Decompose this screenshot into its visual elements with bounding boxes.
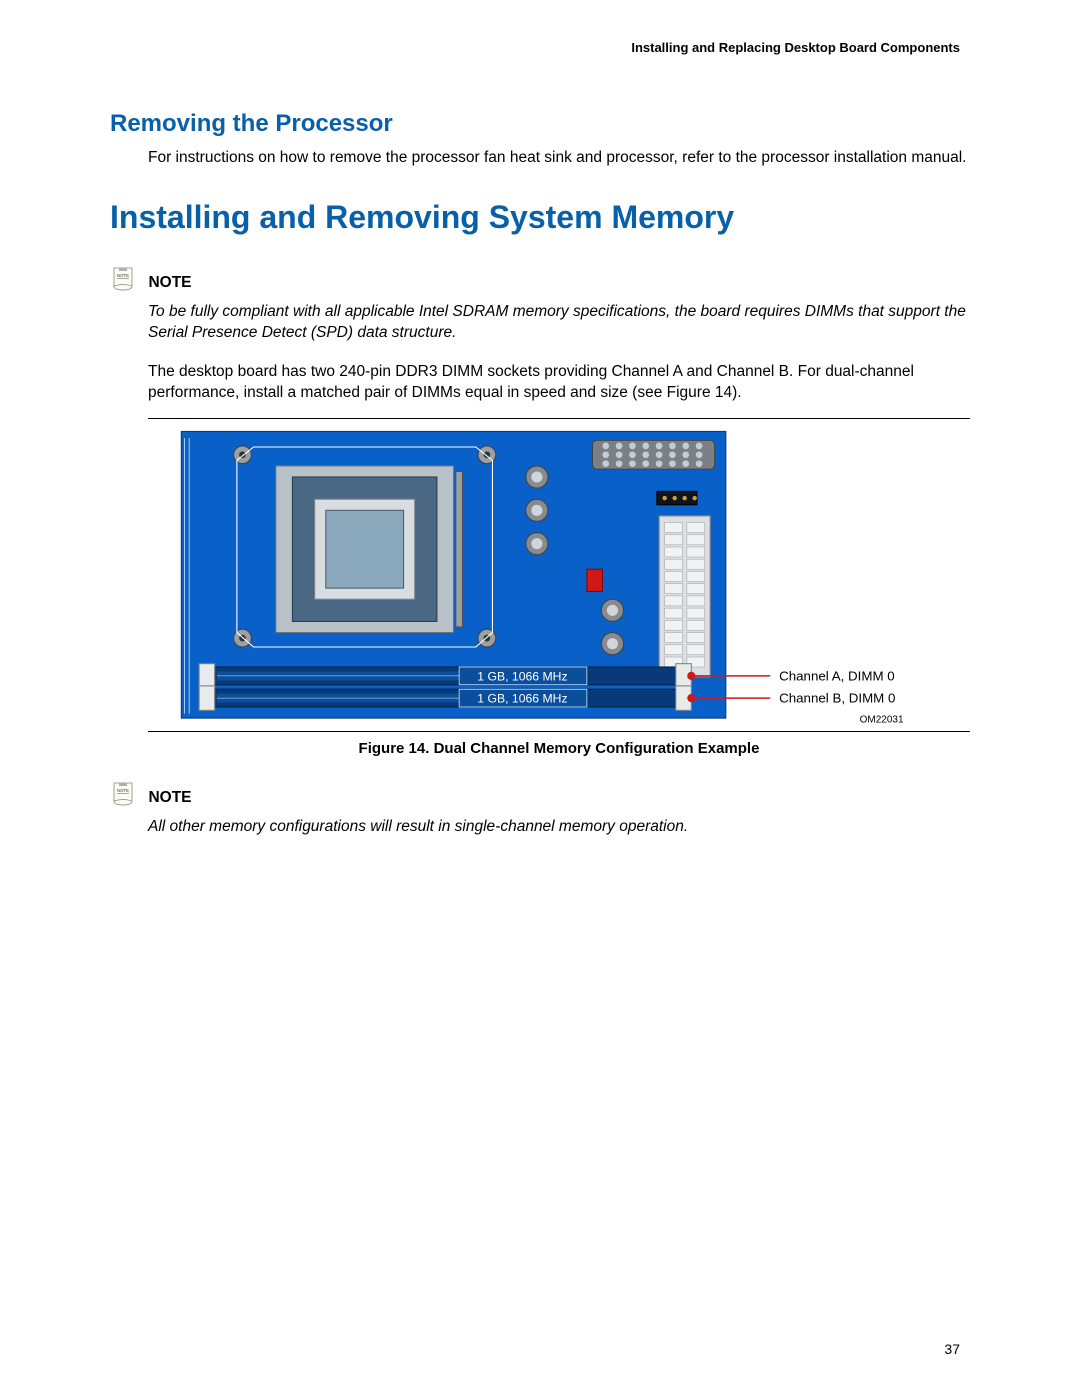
- figure: 1 GB, 1066 MHz 1 GB, 1066 MHz: [148, 418, 970, 757]
- svg-text:NOTE: NOTE: [117, 788, 129, 793]
- callout-channel-a: Channel A, DIMM 0: [779, 668, 895, 683]
- section-heading-system-memory: Installing and Removing System Memory: [110, 199, 970, 236]
- note-label: NOTE: [148, 783, 191, 807]
- note-icon: NOTE: [110, 266, 136, 292]
- callout-channel-b: Channel B, DIMM 0: [779, 690, 895, 705]
- note-icon: NOTE: [110, 781, 136, 807]
- section-body: For instructions on how to remove the pr…: [148, 148, 970, 169]
- svg-text:NOTE: NOTE: [117, 273, 129, 278]
- page: Installing and Replacing Desktop Board C…: [0, 0, 1080, 1397]
- note-label: NOTE: [148, 268, 191, 292]
- motherboard-diagram: 1 GB, 1066 MHz 1 GB, 1066 MHz: [148, 427, 948, 727]
- page-header: Installing and Replacing Desktop Board C…: [110, 40, 970, 55]
- figure-om-id: OM22031: [860, 714, 904, 725]
- figure-image: 1 GB, 1066 MHz 1 GB, 1066 MHz: [148, 419, 970, 731]
- page-number: 37: [944, 1341, 960, 1357]
- dimm-b-label: 1 GB, 1066 MHz: [477, 691, 567, 705]
- dimm-a-label: 1 GB, 1066 MHz: [477, 669, 567, 683]
- section-heading-removing-processor: Removing the Processor: [110, 110, 970, 138]
- note-block: NOTE NOTE: [110, 266, 970, 292]
- note-text: All other memory configurations will res…: [148, 817, 970, 838]
- note-block: NOTE NOTE: [110, 781, 970, 807]
- note-text: To be fully compliant with all applicabl…: [148, 302, 970, 344]
- section-body: The desktop board has two 240-pin DDR3 D…: [148, 362, 970, 404]
- figure-rule-bottom: [148, 731, 970, 732]
- figure-caption: Figure 14. Dual Channel Memory Configura…: [148, 740, 970, 757]
